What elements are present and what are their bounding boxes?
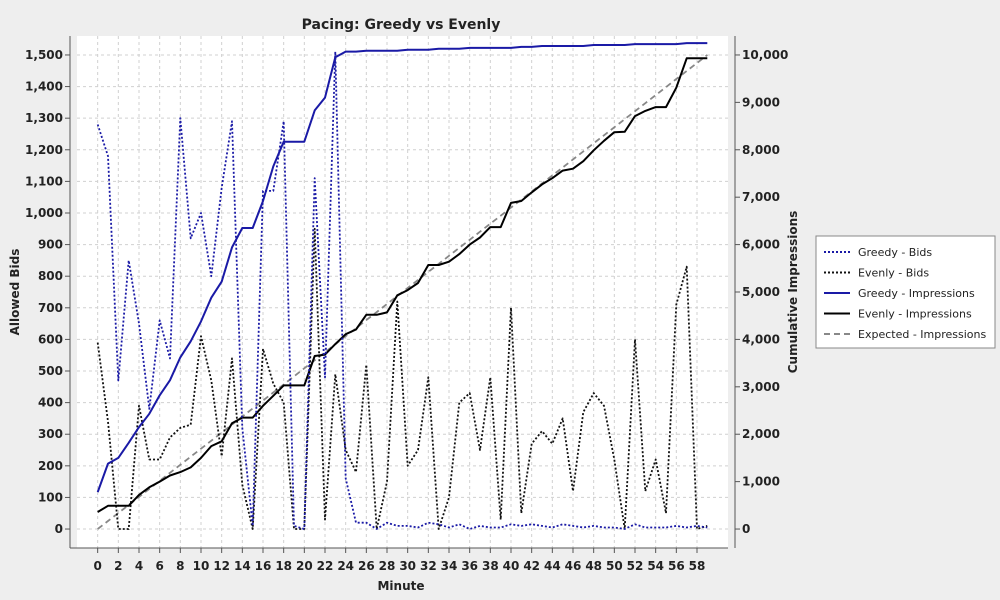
x-tick-label: 48: [585, 559, 602, 573]
y-right-tick-label: 0: [742, 522, 750, 536]
x-tick-label: 32: [420, 559, 437, 573]
legend-label-greedy-bids: Greedy - Bids: [858, 246, 932, 259]
y-right-tick-label: 2,000: [742, 427, 780, 441]
x-tick-label: 58: [689, 559, 706, 573]
x-tick-label: 46: [565, 559, 582, 573]
y-left-tick-label: 300: [38, 427, 63, 441]
x-tick-label: 22: [317, 559, 334, 573]
x-tick-label: 12: [213, 559, 230, 573]
x-tick-label: 56: [668, 559, 685, 573]
x-tick-label: 54: [647, 559, 664, 573]
series-line-expected-impressions: [97, 54, 708, 530]
y-left-tick-label: 1,000: [25, 206, 63, 220]
y-right-tick-label: 1,000: [742, 475, 780, 489]
x-tick-label: 30: [399, 559, 416, 573]
legend-label-greedy-impressions: Greedy - Impressions: [858, 287, 975, 300]
x-tick-label: 10: [193, 559, 210, 573]
y-right-tick-label: 4,000: [742, 332, 780, 346]
y-left-tick-label: 700: [38, 301, 63, 315]
y-right-tick-label: 10,000: [742, 48, 788, 62]
x-tick-label: 16: [255, 559, 272, 573]
legend-label-evenly-bids: Evenly - Bids: [858, 267, 929, 280]
y-left-tick-label: 100: [38, 490, 63, 504]
y-left-tick-label: 600: [38, 332, 63, 346]
x-tick-label: 4: [135, 559, 143, 573]
x-tick-label: 44: [544, 559, 561, 573]
x-tick-label: 18: [275, 559, 292, 573]
x-tick-label: 36: [461, 559, 478, 573]
x-tick-label: 0: [93, 559, 101, 573]
y-right-tick-label: 7,000: [742, 190, 780, 204]
y-left-tick-label: 1,500: [25, 48, 63, 62]
legend: Greedy - Bids Evenly - Bids Greedy - Impre…: [815, 235, 996, 349]
y-left-tick-label: 1,200: [25, 143, 63, 157]
y-left-tick-label: 200: [38, 459, 63, 473]
y-axis-left-ticks: 0 100 200 300 400 500 600 700 800 900 1,000 1,100 1,…: [25, 48, 70, 536]
y-left-tick-label: 1,100: [25, 174, 63, 188]
series-layer: [96, 42, 708, 530]
x-axis-title: Minute: [377, 579, 424, 593]
x-tick-label: 26: [358, 559, 375, 573]
legend-label-evenly-impressions: Evenly - Impressions: [858, 308, 972, 321]
x-axis-ticks: 0 2 4 6 8 10 12 14 16 18 20 22 24 26 28 30 32 34 36 38 40 42 4…: [93, 548, 705, 573]
y-right-tick-label: 3,000: [742, 380, 780, 394]
y-left-tick-label: 1,400: [25, 80, 63, 94]
x-tick-label: 38: [482, 559, 499, 573]
legend-label-expected-impressions: Expected - Impressions: [858, 328, 986, 341]
y-right-tick-label: 8,000: [742, 143, 780, 157]
x-tick-label: 40: [503, 559, 520, 573]
x-tick-label: 28: [379, 559, 396, 573]
series-line-greedy-impressions: [96, 42, 708, 493]
y-axis-left-title: Allowed Bids: [8, 249, 22, 336]
y-right-tick-label: 9,000: [742, 95, 780, 109]
legend-items: Greedy - Bids Evenly - Bids Greedy - Impre…: [824, 246, 986, 341]
x-tick-label: 42: [523, 559, 540, 573]
x-tick-label: 50: [606, 559, 623, 573]
y-axis-right-title: Cumulative Impressions: [786, 211, 800, 374]
y-left-tick-label: 0: [55, 522, 63, 536]
y-left-tick-label: 800: [38, 269, 63, 283]
y-right-tick-label: 5,000: [742, 285, 780, 299]
x-tick-label: 14: [234, 559, 251, 573]
series-line-greedy-bids: [96, 50, 708, 530]
y-right-tick-label: 6,000: [742, 238, 780, 252]
series-line-evenly-impressions: [97, 57, 708, 513]
axes: 0 2 4 6 8 10 12 14 16 18 20 22 24 26 28 30 32 34 36 38 40 42 4…: [25, 36, 788, 573]
y-left-tick-label: 1,300: [25, 111, 63, 125]
y-left-tick-label: 900: [38, 238, 63, 252]
y-axis-right-ticks: 0 1,000 2,000 3,000 4,000 5,000 6,000 7,000 8,00…: [735, 48, 788, 536]
x-tick-label: 2: [114, 559, 122, 573]
x-tick-label: 8: [176, 559, 184, 573]
x-tick-label: 20: [296, 559, 313, 573]
chart-title: Pacing: Greedy vs Evenly: [302, 17, 501, 33]
x-tick-label: 6: [155, 559, 163, 573]
x-tick-label: 52: [627, 559, 644, 573]
y-left-tick-label: 500: [38, 364, 63, 378]
y-left-tick-label: 400: [38, 396, 63, 410]
x-tick-label: 34: [441, 559, 458, 573]
x-tick-label: 24: [337, 559, 354, 573]
